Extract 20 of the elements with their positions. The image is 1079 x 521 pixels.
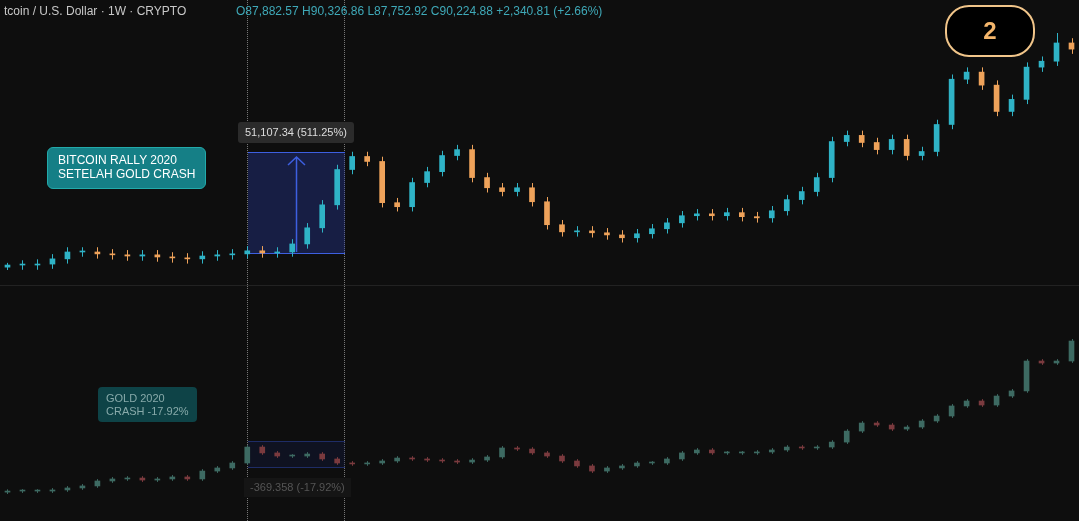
candlestick bbox=[544, 196, 550, 230]
chart-subtitle: O87,882.57 H90,326.86 L87,752.92 C90,224.88 +2,340.81 (+2.66%) bbox=[236, 4, 603, 19]
callout-bubble: BITCOIN RALLY 2020 SETELAH GOLD CRASH bbox=[47, 147, 207, 189]
chart-title: tcoin / U.S. Dollar · 1W · CRYPTO bbox=[4, 4, 187, 19]
annotation: -369.358 (-17.92%) bbox=[244, 478, 351, 497]
candlestick bbox=[813, 172, 820, 197]
candlestick bbox=[244, 444, 251, 466]
callout-bubble: GOLD 2020 CRASH -17.92% bbox=[98, 387, 197, 423]
candlestick bbox=[439, 150, 445, 177]
candlestick bbox=[529, 182, 535, 207]
candlestick bbox=[424, 166, 430, 188]
candlestick bbox=[783, 194, 790, 216]
candlestick bbox=[1008, 94, 1015, 117]
candlestick bbox=[888, 134, 895, 155]
candlestick bbox=[484, 172, 490, 193]
candlestick bbox=[349, 151, 355, 175]
candlestick bbox=[319, 199, 326, 234]
annotation: 51,107.34 (511.25%) bbox=[238, 122, 354, 143]
annotation: 2 bbox=[945, 5, 1035, 57]
candlestick bbox=[304, 222, 311, 250]
